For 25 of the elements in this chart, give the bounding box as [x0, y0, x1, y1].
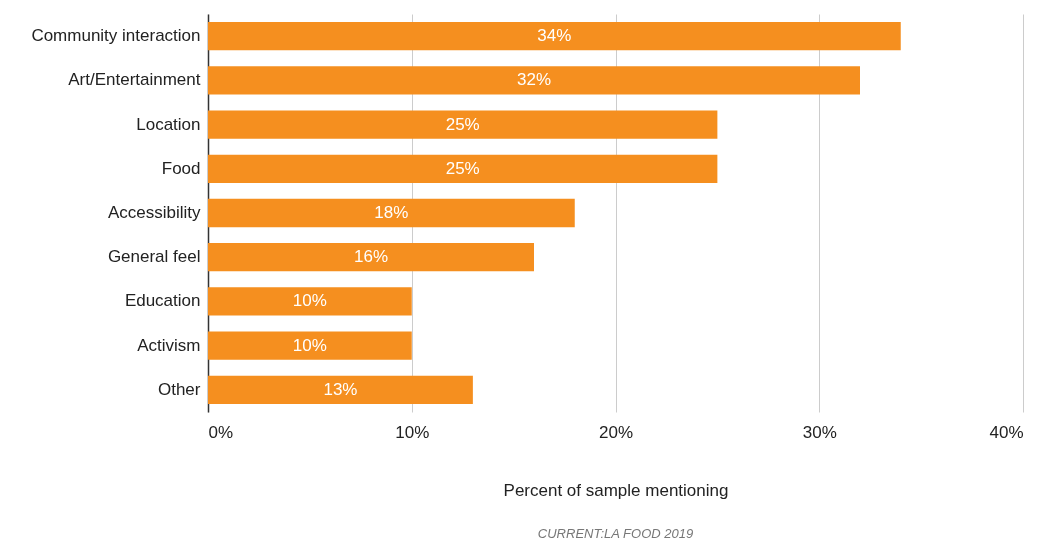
data-label: 32% — [516, 70, 552, 90]
x-tick-label: 0% — [208, 422, 234, 442]
data-label: 25% — [445, 158, 480, 178]
y-tick-label: Activism — [137, 335, 201, 355]
x-tick-label: 20% — [598, 422, 634, 442]
x-tick-label: 10% — [395, 422, 430, 442]
x-tick-label: 40% — [989, 422, 1024, 442]
data-label: 10% — [292, 291, 327, 311]
data-label: 16% — [353, 247, 389, 267]
text: CURRENT:LA FOOD 2019 — [537, 526, 694, 541]
x-axis-title: Percent of sample mentioning — [503, 480, 729, 500]
x-tick-label: 30% — [802, 422, 837, 442]
y-tick-label: Education — [124, 291, 201, 311]
y-tick-label: Location — [136, 114, 201, 134]
y-tick-label: Community interaction — [31, 26, 201, 46]
y-tick-label: Art/Entertainment — [68, 70, 201, 90]
data-label: 18% — [374, 203, 409, 222]
data-label: 34% — [537, 26, 572, 46]
y-tick-label: Accessibility — [107, 203, 201, 222]
y-tick-label: Other — [157, 379, 201, 399]
y-tick-label: General feel — [107, 247, 201, 267]
data-label: 10% — [292, 335, 327, 355]
y-tick-label: Food — [161, 158, 201, 178]
data-label: 25% — [445, 114, 480, 134]
data-label: 13% — [323, 379, 358, 399]
